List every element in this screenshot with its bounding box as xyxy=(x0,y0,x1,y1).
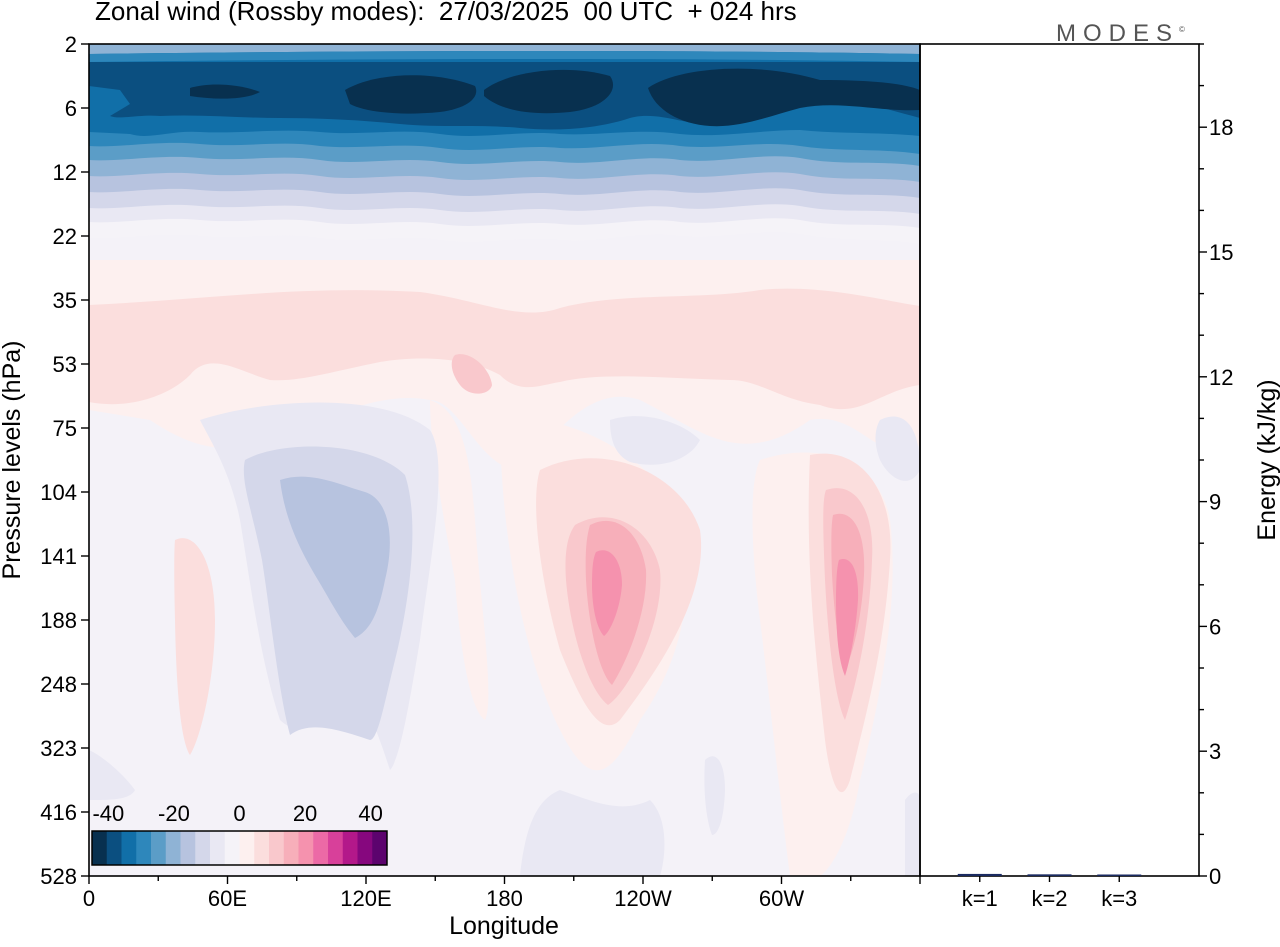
colorbar-swatch xyxy=(165,831,181,865)
x-tick-label: 120E xyxy=(340,886,391,911)
contour-field xyxy=(89,44,920,876)
y-tick-label: 188 xyxy=(40,608,77,633)
energy-cat-label: k=3 xyxy=(1101,886,1137,911)
colorbar-swatch xyxy=(180,831,196,865)
y-tick-label: 12 xyxy=(53,160,77,185)
y-tick-label: 35 xyxy=(53,288,77,313)
energy-bar xyxy=(957,873,1002,876)
energy-tick-label: 18 xyxy=(1209,115,1233,140)
colorbar-border xyxy=(91,830,388,866)
y-tick-label: 248 xyxy=(40,672,77,697)
colorbar-swatch xyxy=(106,831,122,865)
colorbar-swatch xyxy=(92,831,108,865)
colorbar: -40 -20 0 20 40 xyxy=(91,801,388,866)
y-tick-label: 104 xyxy=(40,480,77,505)
energy-bar xyxy=(1097,874,1142,876)
colorbar-swatch xyxy=(372,831,388,865)
colorbar-swatch xyxy=(254,831,270,865)
y-tick-label: 6 xyxy=(65,96,77,121)
colorbar-tick-label: 0 xyxy=(233,801,245,826)
y-tick-label: 53 xyxy=(53,352,77,377)
y-axis-label: Pressure levels (hPa) xyxy=(0,341,26,580)
energy-tick-label: 3 xyxy=(1209,739,1221,764)
energy-tick-label: 15 xyxy=(1209,240,1233,265)
colorbar-swatch xyxy=(224,831,240,865)
y-tick-label: 75 xyxy=(53,416,77,441)
colorbar-tick-label: 40 xyxy=(358,801,382,826)
colorbar-tick-label: -20 xyxy=(158,801,190,826)
logo-mark: © xyxy=(1179,25,1185,34)
energy-tick-label: 12 xyxy=(1209,365,1233,390)
y-tick-label: 141 xyxy=(40,544,77,569)
colorbar-swatch xyxy=(342,831,358,865)
energy-tick-label: 6 xyxy=(1209,614,1221,639)
energy-cat-label: k=1 xyxy=(962,886,998,911)
colorbar-swatch xyxy=(151,831,167,865)
energy-tick-label: 9 xyxy=(1209,490,1221,515)
x-tick-label: 120W xyxy=(614,886,672,911)
colorbar-swatch xyxy=(269,831,285,865)
energy-bar xyxy=(1027,874,1072,876)
energy-tick-label: 0 xyxy=(1209,864,1221,889)
energy-frame xyxy=(919,43,1200,877)
y-tick-label: 22 xyxy=(53,224,77,249)
colorbar-swatch xyxy=(328,831,344,865)
colorbar-swatch xyxy=(357,831,373,865)
colorbar-swatch xyxy=(298,831,314,865)
x-tick-label: 60W xyxy=(759,886,804,911)
colorbar-tick-label: 20 xyxy=(293,801,317,826)
chart-title: Zonal wind (Rossby modes): 27/03/2025 00… xyxy=(95,0,797,26)
colorbar-swatch xyxy=(210,831,226,865)
energy-cat-label: k=2 xyxy=(1031,886,1067,911)
energy-axis-label: Energy (kJ/kg) xyxy=(1253,379,1280,540)
x-axis-label: Longitude xyxy=(449,912,559,940)
x-tick-label: 180 xyxy=(486,886,523,911)
x-tick-label: 0 xyxy=(83,886,95,911)
y-tick-label: 416 xyxy=(40,800,77,825)
logo-text: MODES xyxy=(1056,20,1180,47)
modes-logo: MODES© xyxy=(1056,20,1185,48)
colorbar-swatch xyxy=(239,831,255,865)
colorbar-tick-label: -40 xyxy=(92,801,124,826)
colorbar-swatch xyxy=(283,831,299,865)
y-tick-label: 2 xyxy=(65,32,77,57)
colorbar-swatch xyxy=(121,831,137,865)
colorbar-swatch xyxy=(136,831,152,865)
y-tick-label: 528 xyxy=(40,864,77,889)
colorbar-swatch xyxy=(195,831,211,865)
y-tick-label: 323 xyxy=(40,736,77,761)
x-tick-label: 60E xyxy=(208,886,247,911)
colorbar-swatch xyxy=(313,831,329,865)
